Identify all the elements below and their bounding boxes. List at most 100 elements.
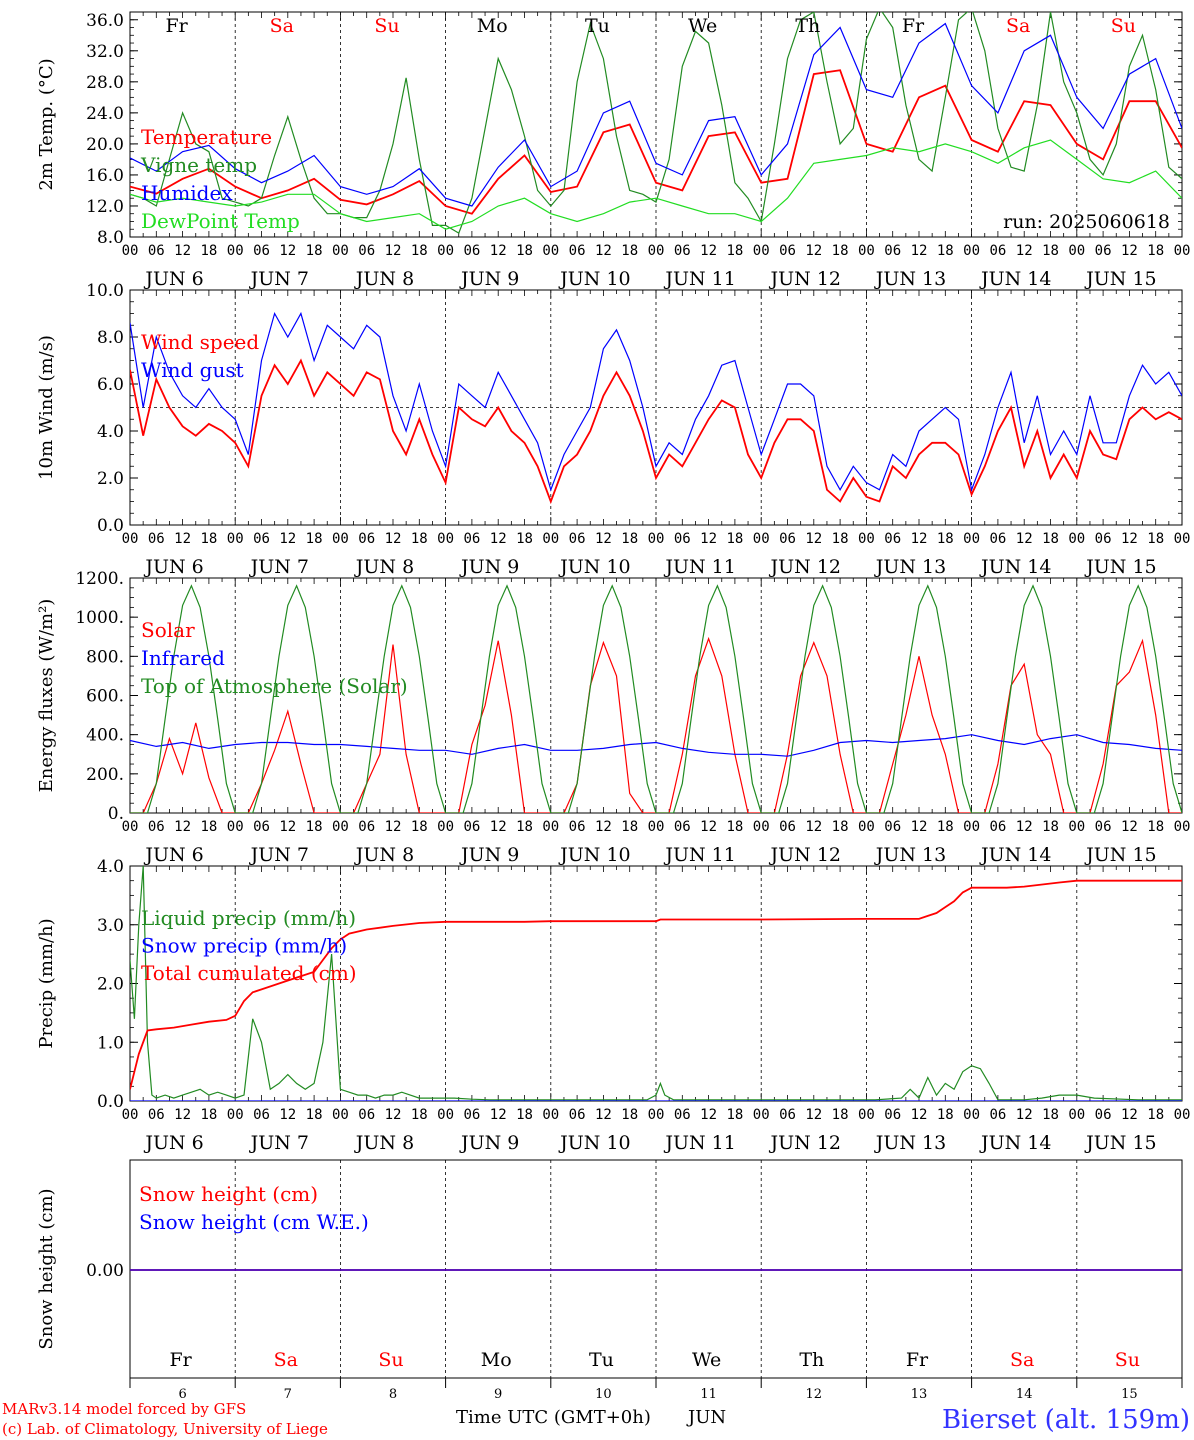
day-label-top: Sa bbox=[1006, 15, 1030, 37]
hour-tick-label: 12 bbox=[805, 243, 822, 259]
hour-tick-label: 00 bbox=[963, 819, 980, 835]
series-line-top-of-atmosphere-solar- bbox=[130, 584, 1182, 813]
day-label-bottom: Fr bbox=[906, 1349, 929, 1371]
hour-tick-label: 18 bbox=[1042, 819, 1059, 835]
hour-tick-label: 12 bbox=[700, 1107, 717, 1123]
hour-tick-label: 12 bbox=[911, 531, 928, 547]
hour-tick-label: 06 bbox=[569, 1107, 586, 1123]
hour-tick-label: 18 bbox=[937, 531, 954, 547]
hour-tick-label: 18 bbox=[1042, 243, 1059, 259]
hour-tick-label: 18 bbox=[621, 1107, 638, 1123]
hour-tick-label: 12 bbox=[279, 531, 296, 547]
hour-tick-label: 12 bbox=[595, 819, 612, 835]
day-label-bottom: Su bbox=[1115, 1349, 1140, 1371]
day-number: 15 bbox=[1121, 1387, 1138, 1402]
date-label: JUN 12 bbox=[769, 268, 841, 290]
hour-tick-label: 12 bbox=[911, 1107, 928, 1123]
hour-tick-label: 00 bbox=[227, 819, 244, 835]
date-label: JUN 14 bbox=[979, 1132, 1051, 1154]
hour-tick-label: 06 bbox=[779, 531, 796, 547]
hour-tick-label: 18 bbox=[832, 243, 849, 259]
series-line-dewpoint-temp bbox=[130, 139, 1182, 230]
day-label-top: Su bbox=[374, 15, 399, 37]
date-label: JUN 9 bbox=[459, 268, 519, 290]
hour-tick-label: 18 bbox=[306, 1107, 323, 1123]
hour-tick-label: 00 bbox=[542, 243, 559, 259]
date-label: JUN 8 bbox=[354, 1132, 414, 1154]
hour-tick-label: 00 bbox=[122, 819, 139, 835]
hour-tick-label: 00 bbox=[963, 243, 980, 259]
hour-tick-label: 18 bbox=[726, 531, 743, 547]
hour-tick-label: 00 bbox=[332, 243, 349, 259]
legend-entry: Total cumulated (cm) bbox=[141, 961, 357, 985]
date-label: JUN 14 bbox=[979, 556, 1051, 578]
day-number: 13 bbox=[911, 1387, 928, 1402]
day-number: 6 bbox=[178, 1387, 186, 1402]
y-tick-label: 6.0 bbox=[97, 375, 124, 395]
date-label: JUN 8 bbox=[354, 556, 414, 578]
hour-tick-label: 06 bbox=[148, 243, 165, 259]
hour-tick-label: 06 bbox=[779, 819, 796, 835]
hour-tick-label: 18 bbox=[937, 819, 954, 835]
y-tick-label: 10.0 bbox=[86, 281, 124, 301]
hour-tick-label: 18 bbox=[516, 819, 533, 835]
station-label: Bierset (alt. 159m) bbox=[942, 1405, 1190, 1435]
hour-tick-label: 06 bbox=[1095, 243, 1112, 259]
hour-tick-label: 12 bbox=[1121, 243, 1138, 259]
day-number: 12 bbox=[806, 1387, 823, 1402]
date-label: JUN 15 bbox=[1084, 844, 1156, 866]
hour-tick-label: 12 bbox=[805, 819, 822, 835]
day-label-top: Th bbox=[795, 15, 820, 37]
hour-tick-label: 18 bbox=[621, 819, 638, 835]
hour-tick-label: 12 bbox=[490, 1107, 507, 1123]
hour-tick-label: 06 bbox=[253, 1107, 270, 1123]
date-label: JUN 13 bbox=[874, 556, 946, 578]
day-label-top: Mo bbox=[477, 15, 508, 37]
hour-tick-label: 18 bbox=[200, 819, 217, 835]
hour-tick-label: 06 bbox=[989, 819, 1006, 835]
y-axis-label: Precip (mm/h) bbox=[36, 918, 57, 1048]
hour-tick-label: 18 bbox=[937, 1107, 954, 1123]
y-tick-label: 36.0 bbox=[86, 11, 124, 31]
hour-tick-label: 00 bbox=[227, 1107, 244, 1123]
x-axis-month: JUN bbox=[686, 1407, 726, 1428]
date-label: JUN 15 bbox=[1084, 556, 1156, 578]
hour-tick-label: 18 bbox=[411, 1107, 428, 1123]
hour-tick-label: 18 bbox=[726, 243, 743, 259]
hour-tick-label: 18 bbox=[411, 819, 428, 835]
hour-tick-label: 00 bbox=[648, 243, 665, 259]
hour-tick-label: 18 bbox=[621, 531, 638, 547]
hour-tick-label: 06 bbox=[463, 1107, 480, 1123]
hour-tick-label: 12 bbox=[279, 243, 296, 259]
date-label: JUN 13 bbox=[874, 1132, 946, 1154]
y-tick-label: 800. bbox=[86, 647, 124, 667]
y-tick-label: 16.0 bbox=[86, 166, 124, 186]
hour-tick-label: 06 bbox=[674, 819, 691, 835]
hour-tick-label: 18 bbox=[726, 1107, 743, 1123]
hour-tick-label: 18 bbox=[200, 531, 217, 547]
hour-tick-label: 00 bbox=[753, 531, 770, 547]
date-label: JUN 11 bbox=[663, 556, 735, 578]
hour-tick-label: 06 bbox=[1095, 819, 1112, 835]
hour-tick-label: 00 bbox=[753, 243, 770, 259]
date-label: JUN 10 bbox=[558, 556, 630, 578]
y-tick-label: 0.0 bbox=[97, 1092, 124, 1112]
hour-tick-label: 00 bbox=[542, 819, 559, 835]
series-line-temperature bbox=[130, 69, 1182, 215]
series-line-humidex bbox=[130, 22, 1182, 207]
legend-entry: Snow precip (mm/h) bbox=[141, 934, 347, 958]
hour-tick-label: 00 bbox=[227, 531, 244, 547]
hour-tick-label: 06 bbox=[148, 1107, 165, 1123]
day-label-top: Tu bbox=[585, 15, 610, 37]
hour-tick-label: 12 bbox=[279, 1107, 296, 1123]
hour-tick-label: 00 bbox=[437, 531, 454, 547]
hour-tick-label: 00 bbox=[542, 1107, 559, 1123]
day-number: 11 bbox=[700, 1387, 717, 1402]
y-tick-label: 20.0 bbox=[86, 135, 124, 155]
hour-tick-label: 00 bbox=[648, 1107, 665, 1123]
panel-4: 0.0 1.0 2.0 3.0 4.0 Precip (mm/h) Liquid preci… bbox=[36, 857, 1190, 1154]
legend-entry: Vigne temp bbox=[140, 153, 257, 177]
hour-tick-label: 12 bbox=[174, 243, 191, 259]
hour-tick-label: 18 bbox=[200, 1107, 217, 1123]
y-tick-label: 2.0 bbox=[97, 469, 124, 489]
